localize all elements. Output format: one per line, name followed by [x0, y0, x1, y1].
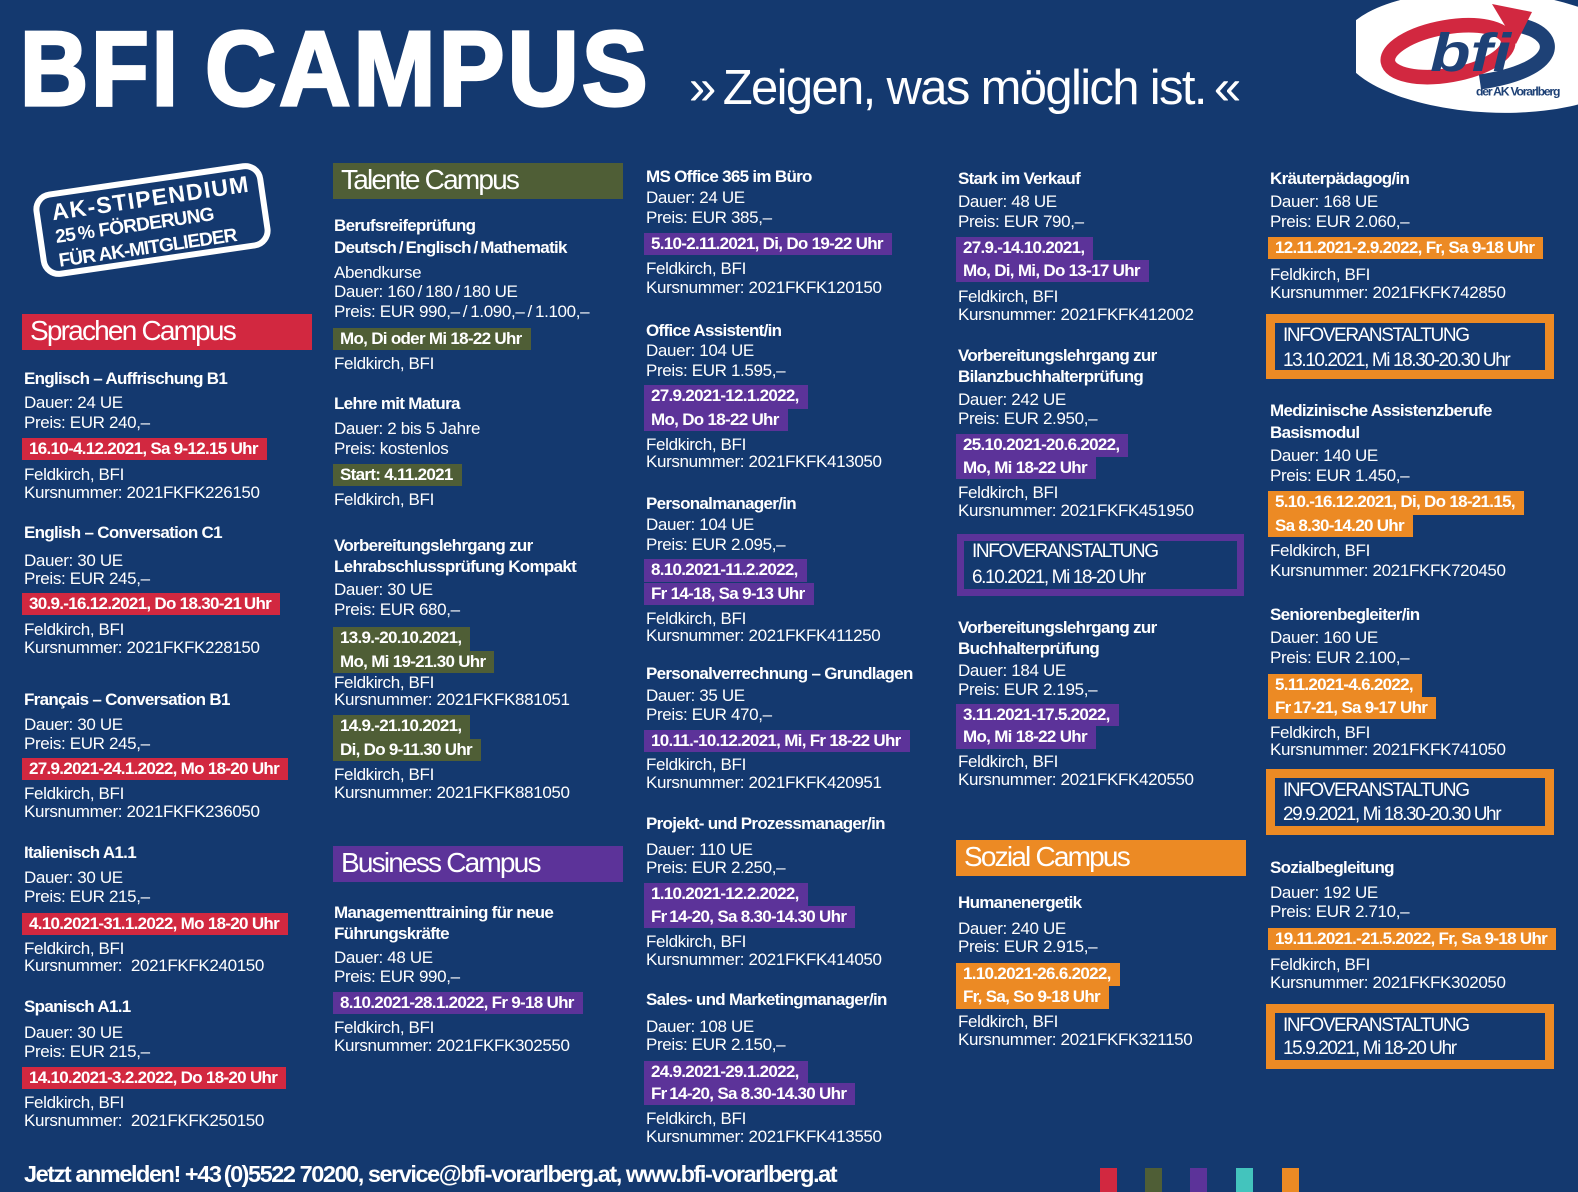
svg-text:bfi: bfi: [1430, 23, 1512, 83]
svg-text:der AK Vorarlberg: der AK Vorarlberg: [1476, 85, 1560, 99]
